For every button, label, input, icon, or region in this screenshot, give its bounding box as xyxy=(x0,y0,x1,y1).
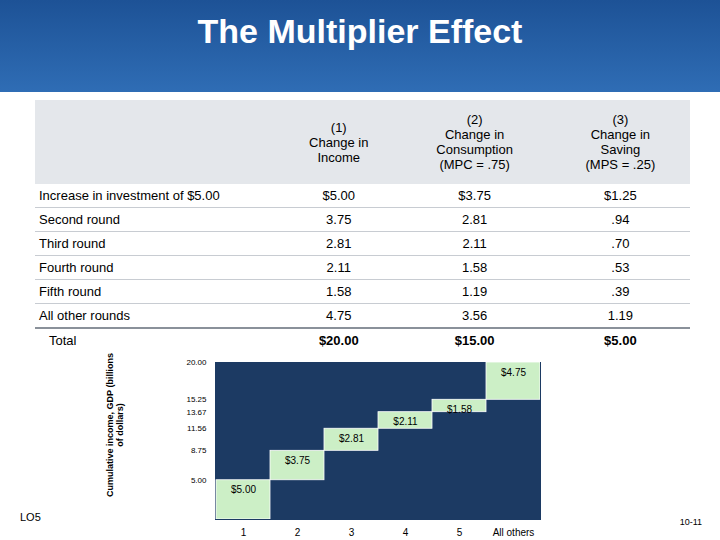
html-text:1.19: 1.19 xyxy=(607,308,633,323)
html-text:2.81: 2.81 xyxy=(462,212,488,227)
svg-text:$4.75: $4.75 xyxy=(501,367,526,378)
html-text:Third round: Third round xyxy=(39,236,106,251)
html-text:Change in: Change in xyxy=(590,127,650,142)
svg-text:All others: All others xyxy=(493,527,535,537)
svg-text:5: 5 xyxy=(457,527,463,537)
html-text:1.58: 1.58 xyxy=(462,260,488,275)
svg-text:15.25: 15.25 xyxy=(186,395,207,404)
html-text:1.58: 1.58 xyxy=(326,284,352,299)
svg-text:11.56: 11.56 xyxy=(187,424,207,433)
html-text:Increase in investment of $5.0: Increase in investment of $5.00 xyxy=(39,188,220,203)
html-text:Consumption: Consumption xyxy=(436,142,513,157)
html-text:Cumulative income, GDP (billio: Cumulative income, GDP (billions of doll… xyxy=(105,353,125,497)
svg-text:1: 1 xyxy=(241,527,247,537)
svg-text:$3.75: $3.75 xyxy=(285,455,310,466)
html-text:$3.75: $3.75 xyxy=(458,188,491,203)
svg-text:$2.11: $2.11 xyxy=(393,416,418,427)
html-text:Income: Income xyxy=(317,149,361,165)
svg-text:13.67: 13.67 xyxy=(186,408,207,417)
html-text:$20.00: $20.00 xyxy=(318,333,359,348)
html-text:(3): (3) xyxy=(612,112,629,127)
html-text:(2): (2) xyxy=(466,112,483,127)
html-text:$1.25: $1.25 xyxy=(604,188,637,203)
svg-text:5.00: 5.00 xyxy=(191,476,207,485)
html-text:Saving: Saving xyxy=(600,142,641,157)
html-text:10-11: 10-11 xyxy=(679,517,702,527)
svg-text:3: 3 xyxy=(349,527,355,537)
html-text:Change in: Change in xyxy=(309,134,369,150)
svg-text:$1.58: $1.58 xyxy=(447,404,472,415)
html-text:(MPS = .25): (MPS = .25) xyxy=(585,157,656,172)
html-text:2.81: 2.81 xyxy=(326,236,352,251)
svg-text:20.00: 20.00 xyxy=(186,358,207,367)
html-text:Second round: Second round xyxy=(39,212,120,227)
html-text:2.11: 2.11 xyxy=(326,260,351,275)
html-text:LO5: LO5 xyxy=(20,511,41,523)
svg-text:8.75: 8.75 xyxy=(191,446,207,455)
html-text:4.75: 4.75 xyxy=(326,308,352,323)
html-text:$15.00: $15.00 xyxy=(454,333,495,348)
html-text:Fourth round: Fourth round xyxy=(39,260,114,275)
svg-text:$5.00: $5.00 xyxy=(231,484,256,495)
svg-text:2: 2 xyxy=(295,527,301,537)
html-text:2.11: 2.11 xyxy=(462,236,487,251)
html-text:3.75: 3.75 xyxy=(326,212,352,227)
html-text:Change in: Change in xyxy=(445,127,505,142)
html-text:.39: .39 xyxy=(611,284,630,299)
html-text:.94: .94 xyxy=(611,212,630,227)
html-text:The Multiplier Effect: The Multiplier Effect xyxy=(197,12,523,50)
html-text:.70: .70 xyxy=(611,236,630,251)
html-text:Fifth round: Fifth round xyxy=(39,284,102,299)
html-text:.53: .53 xyxy=(611,260,630,275)
html-text:1.19: 1.19 xyxy=(462,284,488,299)
svg-text:4: 4 xyxy=(403,527,409,537)
html-text:(1): (1) xyxy=(330,119,347,135)
html-text:$5.00: $5.00 xyxy=(604,333,637,348)
svg-text:$2.81: $2.81 xyxy=(339,433,364,444)
html-text:Total: Total xyxy=(49,333,77,348)
html-text:All other rounds: All other rounds xyxy=(39,308,131,323)
html-text:3.56: 3.56 xyxy=(462,308,488,323)
html-text:(MPC = .75): (MPC = .75) xyxy=(439,157,510,172)
html-text:$5.00: $5.00 xyxy=(322,188,355,203)
